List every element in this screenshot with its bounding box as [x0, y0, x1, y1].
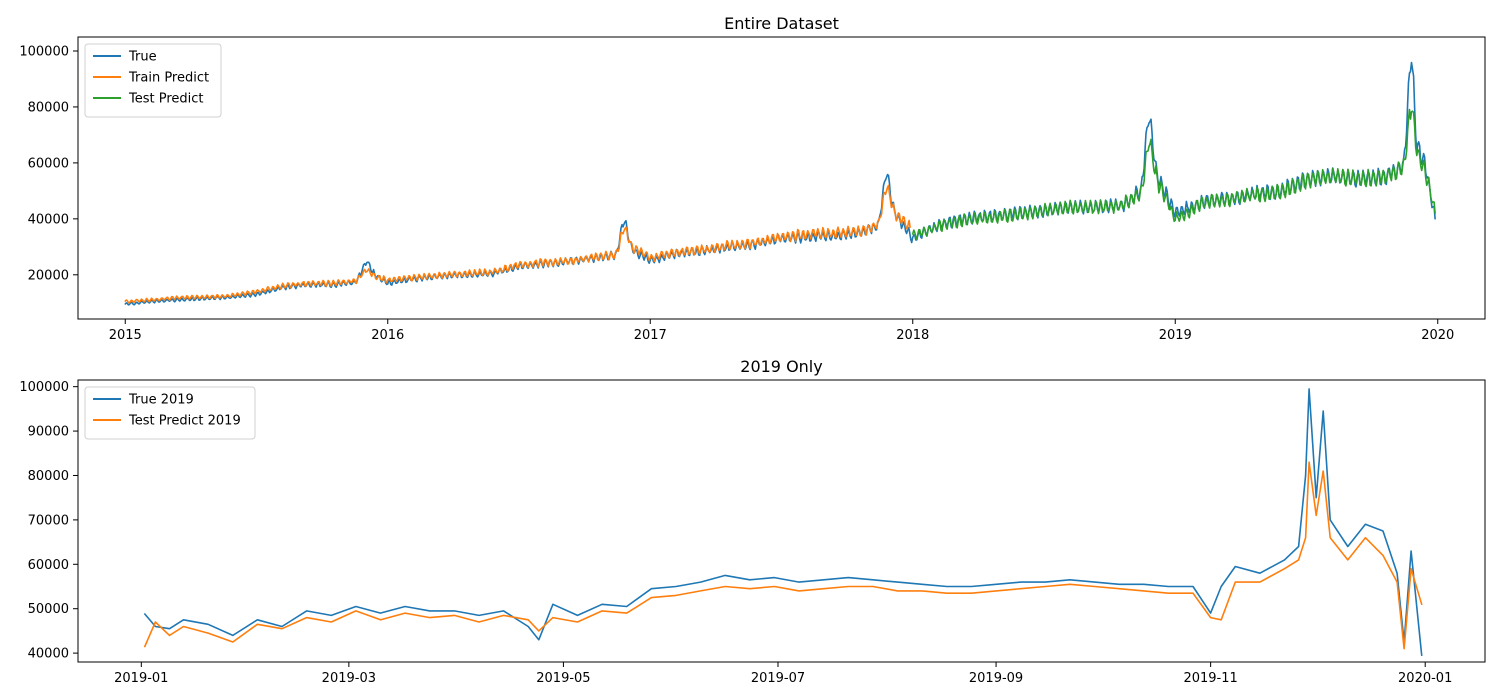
- x-tick-label: 2018: [896, 328, 929, 343]
- x-tick-label: 2016: [371, 328, 404, 343]
- legend-label: Test Predict: [128, 92, 204, 107]
- 2019-only-chart: 2019 Only 2019-01 2019-03 2019-05 2019-07 201…: [19, 357, 1486, 686]
- x-tick-label: 2019-01: [114, 671, 168, 686]
- y-tick-label: 40000: [28, 647, 69, 662]
- y-tick-label: 80000: [28, 100, 69, 115]
- plot-area: [77, 36, 1486, 320]
- legend: [84, 386, 256, 440]
- chart-title: Entire Dataset: [724, 14, 839, 33]
- y-tick-label: 100000: [19, 44, 69, 59]
- legend-label: Train Predict: [128, 71, 209, 86]
- x-tick-label: 2019-07: [751, 671, 805, 686]
- y-tick-label: 90000: [28, 425, 69, 440]
- legend-label: True 2019: [128, 393, 194, 408]
- chart-title: 2019 Only: [740, 357, 822, 376]
- x-tick-label: 2020-01: [1398, 671, 1452, 686]
- y-tick-label: 60000: [28, 156, 69, 171]
- y-tick-label: 20000: [28, 268, 69, 283]
- series-line-test-predict: [911, 108, 1436, 240]
- series-line-train-predict: [124, 184, 911, 304]
- series-line-test-predict-2019: [144, 461, 1423, 650]
- x-tick-label: 2019-09: [969, 671, 1023, 686]
- y-tick-label: 100000: [19, 380, 69, 395]
- x-tick-label: 2019-11: [1183, 671, 1237, 686]
- y-tick-label: 80000: [28, 469, 69, 484]
- entire-dataset-chart: Entire Dataset 2015 2016 2017 2018 2019 2020 20…: [19, 14, 1486, 343]
- x-tick-label: 2017: [634, 328, 667, 343]
- x-tick-label: 2019: [1159, 328, 1192, 343]
- legend-label: Test Predict 2019: [128, 414, 241, 429]
- series-line-true-2019: [144, 388, 1423, 657]
- x-tick-label: 2020: [1421, 328, 1454, 343]
- x-tick-label: 2019-03: [322, 671, 376, 686]
- x-tick-label: 2015: [109, 328, 142, 343]
- plot-area: [77, 379, 1486, 663]
- y-tick-label: 70000: [28, 513, 69, 528]
- x-tick-label: 2019-05: [536, 671, 590, 686]
- y-tick-label: 50000: [28, 602, 69, 617]
- y-tick-label: 40000: [28, 212, 69, 227]
- legend-label: True: [128, 50, 157, 65]
- y-tick-label: 60000: [28, 558, 69, 573]
